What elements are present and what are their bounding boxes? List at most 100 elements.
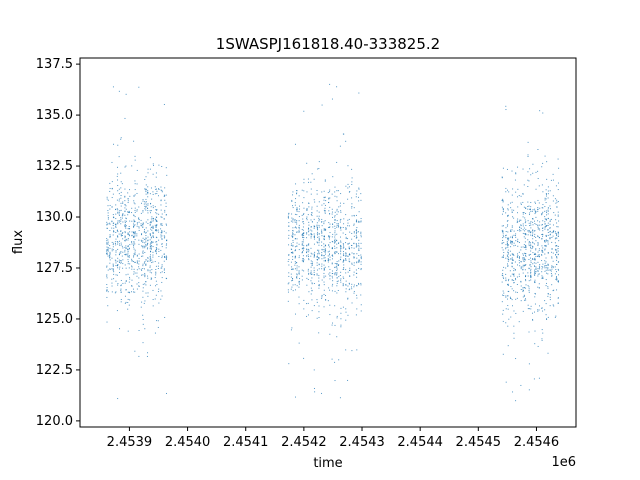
data-point bbox=[355, 237, 357, 239]
data-point bbox=[514, 244, 516, 246]
data-point bbox=[323, 249, 325, 251]
data-point bbox=[318, 284, 320, 286]
data-point bbox=[313, 233, 315, 235]
data-point bbox=[348, 282, 350, 284]
data-point bbox=[531, 247, 533, 249]
data-point bbox=[120, 234, 122, 236]
data-point bbox=[510, 242, 512, 244]
data-point bbox=[152, 193, 154, 195]
data-point bbox=[113, 222, 115, 224]
data-point bbox=[136, 255, 138, 257]
data-point bbox=[528, 241, 530, 243]
data-point bbox=[134, 189, 136, 191]
data-point bbox=[321, 232, 323, 234]
data-point bbox=[156, 193, 158, 195]
data-point bbox=[117, 241, 119, 243]
data-point bbox=[136, 275, 138, 277]
data-point bbox=[343, 202, 345, 204]
data-point bbox=[156, 190, 158, 192]
data-point bbox=[157, 291, 159, 293]
data-point bbox=[141, 233, 143, 235]
data-point bbox=[313, 256, 315, 258]
data-point bbox=[166, 392, 167, 394]
data-point bbox=[161, 277, 163, 279]
data-point bbox=[155, 274, 157, 276]
data-point bbox=[107, 215, 109, 217]
data-point bbox=[116, 166, 118, 168]
data-point bbox=[544, 300, 546, 302]
data-point bbox=[336, 239, 338, 241]
data-point bbox=[288, 254, 290, 256]
data-point bbox=[345, 308, 347, 310]
data-point bbox=[514, 261, 516, 263]
data-point bbox=[147, 257, 149, 259]
data-point bbox=[144, 261, 146, 263]
data-point bbox=[343, 277, 345, 279]
data-point bbox=[136, 288, 138, 290]
data-point bbox=[120, 298, 122, 300]
data-point bbox=[528, 268, 530, 270]
data-point bbox=[337, 226, 339, 228]
data-point bbox=[532, 258, 534, 260]
data-point bbox=[522, 266, 524, 268]
data-point bbox=[556, 289, 558, 291]
data-point bbox=[556, 245, 558, 247]
data-point bbox=[545, 246, 547, 248]
data-point bbox=[163, 194, 165, 196]
data-point bbox=[535, 269, 537, 271]
data-point bbox=[296, 190, 298, 191]
data-point bbox=[152, 256, 154, 258]
data-point bbox=[544, 270, 546, 272]
data-point bbox=[156, 320, 158, 322]
data-point bbox=[517, 188, 519, 190]
data-point bbox=[557, 281, 559, 283]
data-point bbox=[120, 223, 122, 225]
data-point bbox=[140, 212, 142, 214]
data-point bbox=[138, 285, 140, 287]
data-point bbox=[516, 276, 518, 278]
data-point bbox=[343, 253, 345, 255]
data-point bbox=[544, 216, 546, 218]
data-point bbox=[118, 211, 120, 213]
data-point bbox=[115, 265, 117, 267]
data-point bbox=[144, 328, 146, 330]
data-point bbox=[145, 193, 147, 195]
data-point bbox=[120, 219, 122, 221]
data-point bbox=[544, 206, 546, 208]
data-point bbox=[334, 245, 336, 247]
data-point bbox=[520, 249, 522, 251]
data-point bbox=[557, 250, 559, 252]
data-point bbox=[313, 178, 315, 180]
data-point bbox=[120, 195, 122, 197]
data-point bbox=[517, 253, 519, 255]
data-point bbox=[316, 226, 318, 228]
data-point bbox=[124, 254, 126, 256]
data-point bbox=[134, 231, 136, 233]
data-point bbox=[109, 262, 111, 264]
data-point bbox=[518, 251, 520, 253]
data-point bbox=[549, 205, 551, 207]
data-point bbox=[138, 282, 140, 284]
data-point bbox=[116, 230, 118, 232]
data-point bbox=[308, 206, 310, 208]
data-point bbox=[292, 191, 294, 193]
data-point bbox=[353, 253, 355, 255]
data-point bbox=[311, 264, 313, 266]
data-point bbox=[154, 332, 156, 334]
data-point bbox=[557, 268, 559, 270]
data-point bbox=[513, 217, 515, 219]
data-point bbox=[109, 229, 111, 231]
data-point bbox=[142, 255, 144, 257]
data-point bbox=[327, 258, 329, 260]
data-point bbox=[334, 241, 336, 243]
data-point bbox=[358, 282, 360, 284]
data-point bbox=[161, 213, 163, 215]
data-point bbox=[527, 141, 529, 143]
data-point bbox=[109, 254, 111, 256]
data-point bbox=[138, 219, 140, 221]
data-point bbox=[323, 284, 325, 286]
data-point bbox=[160, 186, 162, 188]
data-point bbox=[538, 377, 540, 379]
data-point bbox=[530, 250, 532, 252]
data-point bbox=[533, 259, 535, 261]
